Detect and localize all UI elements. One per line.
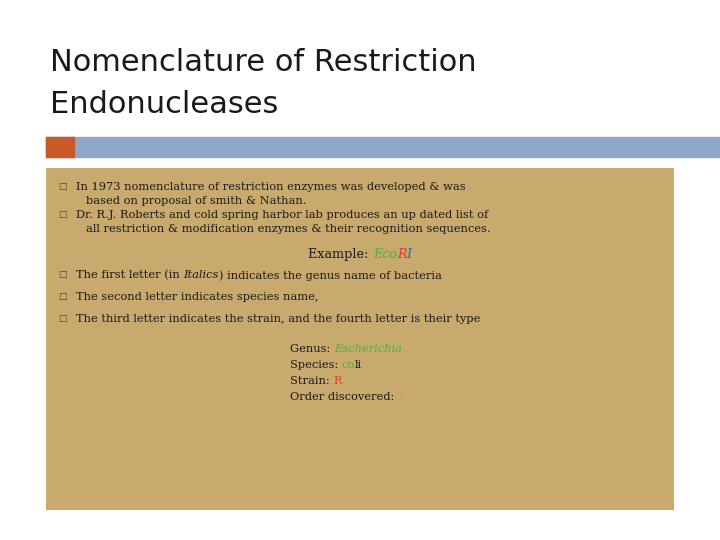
Bar — [46, 168, 674, 510]
Text: □: □ — [58, 182, 67, 191]
Text: co: co — [342, 360, 355, 370]
Text: □: □ — [58, 292, 67, 301]
Text: Order discovered:: Order discovered: — [290, 392, 398, 402]
Text: Dr. R.J. Roberts and cold spring harbor lab produces an up dated list of: Dr. R.J. Roberts and cold spring harbor … — [76, 210, 488, 220]
Text: Endonucleases: Endonucleases — [50, 90, 279, 119]
Text: In 1973 nomenclature of restriction enzymes was developed & was: In 1973 nomenclature of restriction enzy… — [76, 182, 466, 192]
Text: R: R — [333, 376, 342, 386]
Text: based on proposal of smith & Nathan.: based on proposal of smith & Nathan. — [86, 196, 307, 206]
Text: li: li — [355, 360, 362, 370]
Text: Eco: Eco — [373, 248, 397, 261]
Text: all restriction & modification enzymes & their recognition sequences.: all restriction & modification enzymes &… — [86, 224, 490, 234]
Text: 1: 1 — [398, 392, 405, 402]
Text: Species:: Species: — [290, 360, 342, 370]
Text: Nomenclature of Restriction: Nomenclature of Restriction — [50, 48, 477, 77]
Text: Genus:: Genus: — [290, 344, 334, 354]
Text: I: I — [407, 248, 412, 261]
Text: Escherichia: Escherichia — [334, 344, 402, 354]
Text: □: □ — [58, 270, 67, 279]
Text: The third letter indicates the strain, and the fourth letter is their type: The third letter indicates the strain, a… — [76, 314, 480, 324]
Text: □: □ — [58, 210, 67, 219]
Bar — [46, 137, 720, 157]
Text: R: R — [397, 248, 407, 261]
Text: The first letter (in: The first letter (in — [76, 270, 184, 280]
Text: The second letter indicates species name,: The second letter indicates species name… — [76, 292, 318, 302]
Text: □: □ — [58, 314, 67, 323]
Text: Italics: Italics — [184, 270, 219, 280]
Bar — [46, 137, 74, 157]
Text: ) indicates the genus name of bacteria: ) indicates the genus name of bacteria — [219, 270, 441, 281]
Text: Strain:: Strain: — [290, 376, 333, 386]
Text: Example:: Example: — [308, 248, 373, 261]
